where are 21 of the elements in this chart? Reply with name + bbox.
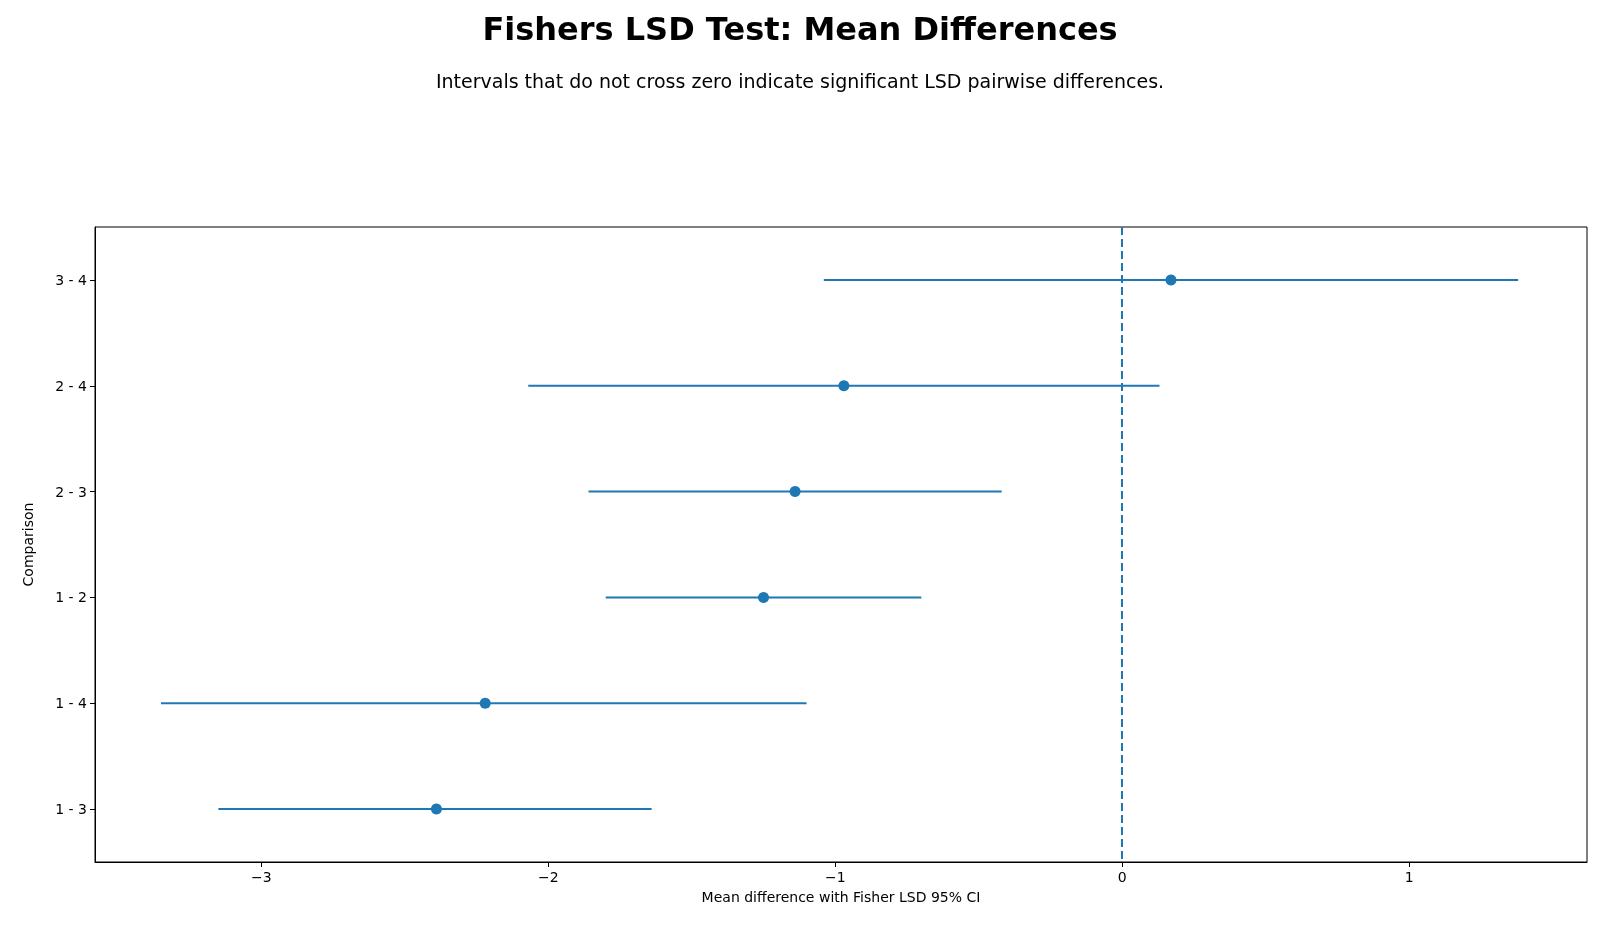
y-tick-label: 2 - 3	[55, 483, 87, 500]
point	[758, 591, 770, 603]
chart-subtitle: Intervals that do not cross zero indicate significant LSD pairwise differences.	[435, 69, 1165, 92]
x-axis-title: Mean difference with Fisher LSD 95% CI	[701, 889, 981, 905]
y-tick-label: 1 - 3	[55, 801, 87, 818]
point	[479, 697, 491, 709]
y-tick-label: 1 - 4	[55, 695, 88, 712]
chart-title: Fishers LSD Test: Mean Differences	[482, 10, 1118, 48]
y-axis-title: Comparison	[20, 502, 36, 587]
y-tick-label: 3 - 4	[55, 271, 88, 288]
point	[1165, 274, 1177, 286]
x-tick-label: 1	[1404, 869, 1414, 885]
x-tick-label: −1	[824, 869, 846, 885]
x-tick-label: −3	[251, 869, 272, 885]
point	[789, 486, 801, 498]
point	[430, 803, 442, 815]
y-tick-label: 2 - 4	[55, 377, 88, 394]
x-tick-label: 0	[1117, 869, 1127, 885]
point	[838, 380, 850, 392]
x-tick-label: −2	[538, 869, 559, 885]
y-tick-label: 1 - 2	[55, 589, 87, 606]
